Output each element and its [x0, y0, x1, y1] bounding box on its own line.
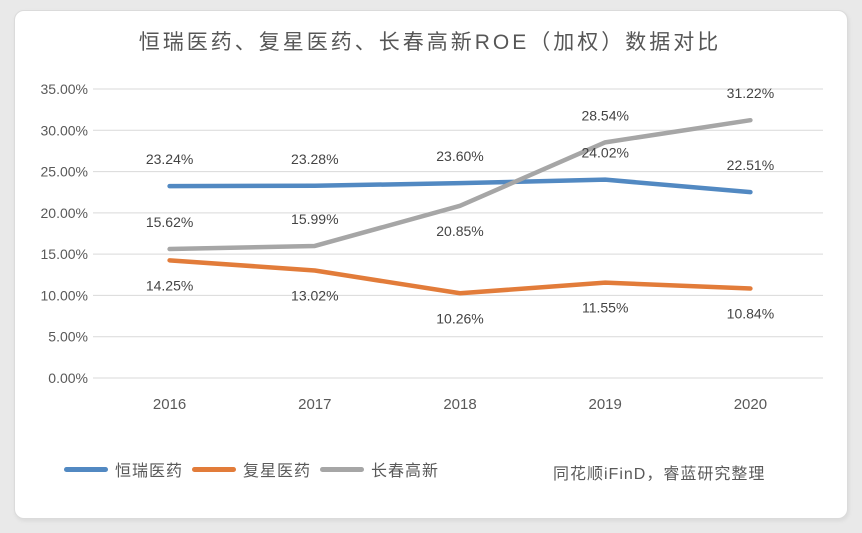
legend-label-hengrui-pharma: 恒瑞医药: [115, 463, 184, 480]
series-line-fosun-pharma: [167, 258, 753, 296]
data-label-changchun-hightech: 20.85%: [436, 223, 483, 239]
data-label-hengrui-pharma: 23.24%: [146, 151, 193, 167]
legend-swatch-fosun-pharma: [192, 466, 237, 472]
data-label-hengrui-pharma: 24.02%: [581, 145, 628, 161]
y-tick-label: 5.00%: [48, 329, 88, 345]
legend-item-fosun-pharma: 复星医药: [192, 457, 311, 481]
x-tick-label: 2019: [589, 396, 622, 413]
data-label-changchun-hightech: 31.22%: [727, 85, 774, 101]
y-tick-label: 0.00%: [48, 370, 88, 386]
data-label-changchun-hightech: 15.62%: [146, 214, 193, 230]
data-label-fosun-pharma: 11.55%: [582, 300, 628, 316]
x-tick-label: 2018: [443, 396, 476, 413]
chart-legend: 恒瑞医药 复星医药 长春高新: [64, 458, 439, 480]
legend-swatch-hengrui-pharma: [64, 466, 108, 472]
chart-title: 恒瑞医药、复星医药、长春高新ROE（加权）数据对比: [138, 31, 722, 54]
chart-card: [14, 10, 848, 519]
data-label-changchun-hightech: 15.99%: [291, 211, 338, 227]
data-label-hengrui-pharma: 23.60%: [436, 148, 483, 164]
y-tick-label: 20.00%: [41, 205, 88, 221]
x-tick-label: 2020: [734, 396, 767, 413]
data-label-fosun-pharma: 14.25%: [146, 277, 193, 293]
data-label-fosun-pharma: 13.02%: [291, 287, 338, 303]
data-label-changchun-hightech: 28.54%: [581, 107, 628, 123]
y-tick-label: 25.00%: [41, 164, 88, 180]
x-tick-label: 2017: [298, 396, 331, 413]
y-tick-label: 10.00%: [41, 287, 88, 303]
x-tick-label: 2016: [153, 396, 186, 413]
legend-label-fosun-pharma: 复星医药: [243, 463, 312, 480]
legend-label-changchun-hightech: 长春高新: [371, 463, 440, 480]
legend-item-hengrui-pharma: 恒瑞医药: [64, 457, 183, 481]
y-tick-label: 35.00%: [41, 81, 88, 97]
source-note: 同花顺iFinD，睿蓝研究整理: [553, 466, 766, 483]
y-tick-label: 15.00%: [41, 246, 88, 262]
y-tick-label: 30.00%: [41, 122, 88, 138]
legend-swatch-changchun-hightech: [320, 466, 365, 472]
series-line-hengrui-pharma: [167, 177, 753, 195]
legend-item-changchun-hightech: 长春高新: [320, 457, 439, 481]
series-line-changchun-hightech: [167, 117, 753, 252]
data-label-hengrui-pharma: 23.28%: [291, 151, 338, 167]
data-label-fosun-pharma: 10.84%: [727, 305, 774, 321]
data-label-fosun-pharma: 10.26%: [436, 310, 483, 326]
data-label-hengrui-pharma: 22.51%: [727, 157, 774, 173]
